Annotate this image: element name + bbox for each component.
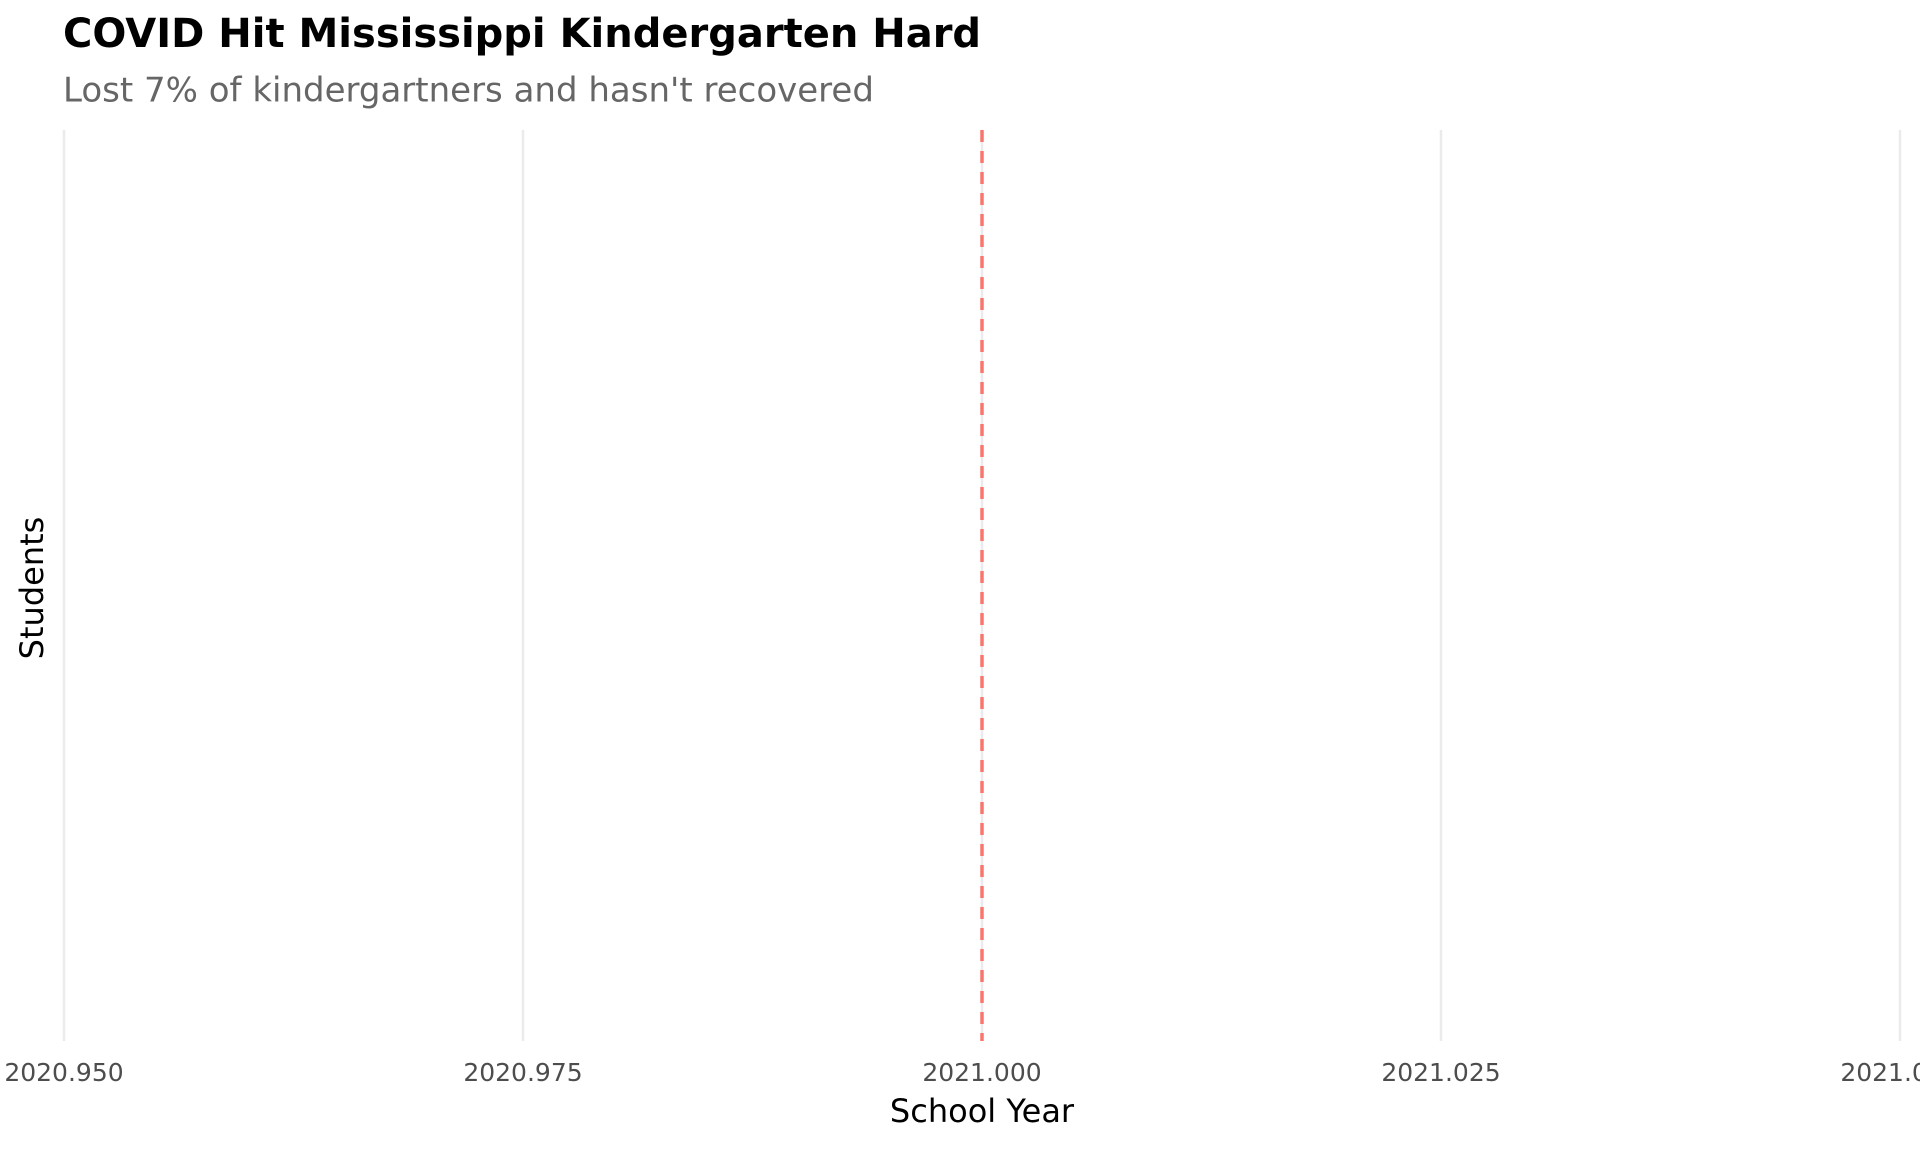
x-tick-label: 2020.950 — [4, 1058, 123, 1087]
chart-title: COVID Hit Mississippi Kindergarten Hard — [63, 11, 981, 57]
x-tick-label: 2020.975 — [463, 1058, 582, 1087]
x-axis-title: School Year — [890, 1092, 1075, 1130]
x-tick-label: 2021.000 — [922, 1058, 1041, 1087]
x-tick-label: 2021.025 — [1381, 1058, 1500, 1087]
chart-subtitle: Lost 7% of kindergartners and hasn't rec… — [63, 71, 874, 111]
y-axis-title: Students — [13, 517, 51, 660]
x-tick-label: 2021.050 — [1840, 1058, 1920, 1087]
